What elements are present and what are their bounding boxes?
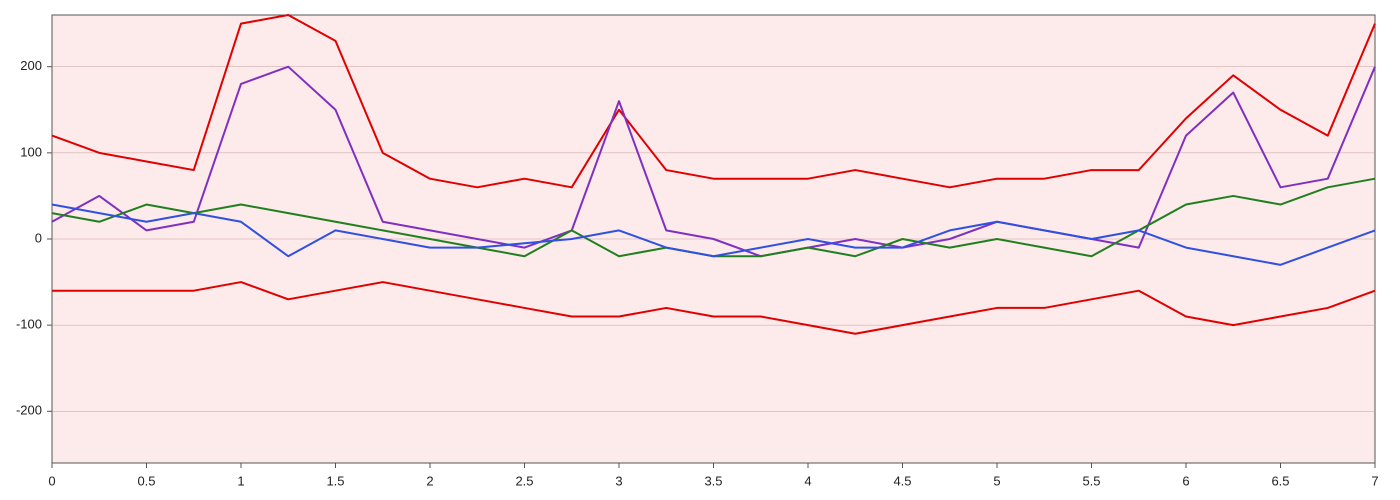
x-tick-label: 4.5 (893, 473, 911, 488)
x-tick-label: 4 (804, 473, 811, 488)
x-tick-label: 1 (237, 473, 244, 488)
series-line (51, 65, 1376, 258)
series-line (52, 281, 1376, 335)
x-tick-label: 3 (615, 473, 622, 488)
x-tick-label: 0 (48, 473, 55, 488)
y-tick-label: 0 (35, 230, 42, 245)
x-tick-label: 6 (1182, 473, 1189, 488)
series-line (51, 203, 1376, 266)
x-tick-label: 5 (993, 473, 1000, 488)
x-tick-label: 5.5 (1082, 473, 1100, 488)
x-tick-label: 7 (1371, 473, 1378, 488)
x-tick-label: 0.5 (137, 473, 155, 488)
y-tick-label: 200 (20, 58, 42, 73)
x-tick-label: 1.5 (326, 473, 344, 488)
y-tick-label: -100 (16, 317, 42, 332)
y-tick-label: -200 (16, 403, 42, 418)
x-tick-label: 6.5 (1271, 473, 1289, 488)
series-line (51, 14, 1376, 189)
x-tick-label: 2.5 (515, 473, 533, 488)
y-tick-label: 100 (20, 144, 42, 159)
x-tick-label: 3.5 (704, 473, 722, 488)
x-tick-label: 2 (426, 473, 433, 488)
